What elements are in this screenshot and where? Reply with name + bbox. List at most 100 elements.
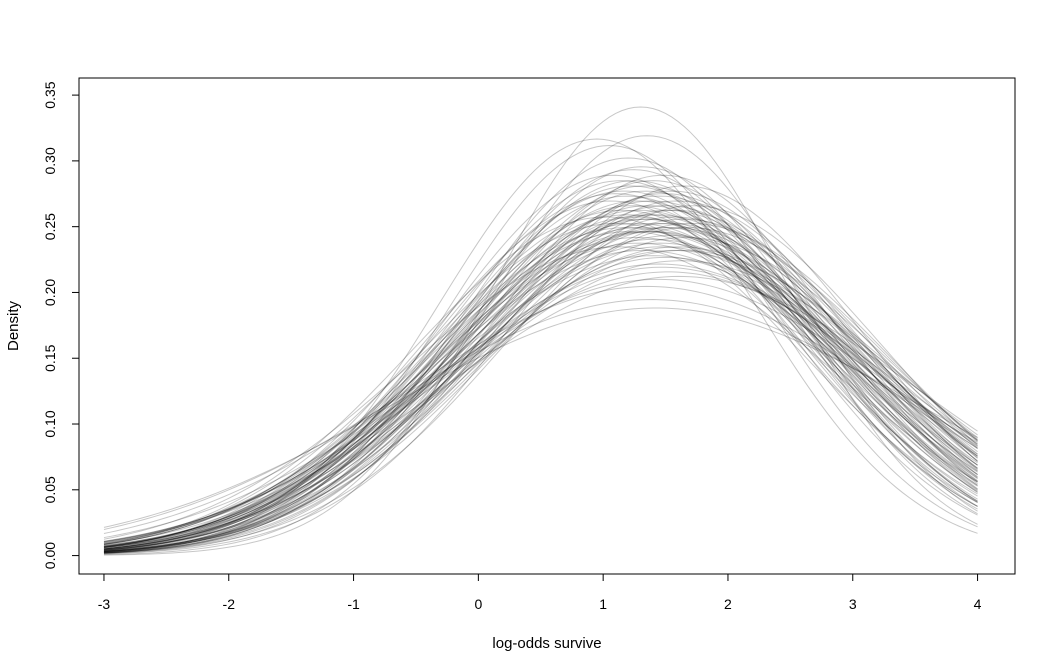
density-curve [103,145,978,554]
density-curve [103,227,978,552]
density-curve [103,169,978,554]
density-curve [103,200,978,554]
x-tick-label: 0 [474,596,482,612]
density-curve [103,205,978,550]
density-curve [103,209,978,552]
density-curve [103,216,978,552]
y-tick-label: 0.15 [42,344,58,371]
density-curve [103,242,978,544]
density-curve [103,285,978,534]
density-curve [103,180,978,554]
y-tick-label: 0.30 [42,147,58,174]
density-curve [103,235,978,550]
density-curve [103,222,978,551]
x-axis: -3 -2 -1 0 1 2 3 4 [98,573,982,612]
density-curve [103,214,978,550]
density-curve [103,278,978,539]
density-curve [103,205,978,553]
plot-box [78,77,1016,575]
density-curve [103,205,978,551]
density-curve [103,275,978,543]
density-curve [103,209,978,548]
density-curve [103,238,978,547]
density-curve [103,195,978,553]
density-curve [103,209,978,553]
density-curve [103,222,978,545]
density-curve [103,299,978,530]
density-curve [103,263,978,543]
y-axis: 0.00 0.05 0.10 0.15 0.20 0.25 0.30 0.35 [42,81,80,569]
density-curve [103,190,978,553]
density-curve [103,227,978,551]
density-curve [103,200,978,551]
density-curve [103,200,978,552]
y-tick-label: 0.35 [42,81,58,108]
density-curve [103,135,978,556]
density-curve [103,106,978,556]
density-curve [103,216,978,549]
density-curve [103,246,978,549]
x-tick-label: 4 [974,596,982,612]
density-curve [103,190,978,551]
density-curve [103,209,978,550]
density-curve [103,255,978,544]
density-curve [103,307,978,528]
density-curve [103,231,978,549]
density-curve [103,222,978,553]
x-tick-label: 2 [724,596,732,612]
density-curve [103,214,978,548]
density-curve [103,195,978,551]
density-curve [103,222,978,550]
y-axis-title: Density [5,300,22,351]
density-curve [103,193,978,550]
density-curve [103,236,978,545]
density-curve [103,260,978,546]
y-tick-label: 0.05 [42,476,58,503]
y-tick-label: 0.25 [42,213,58,240]
density-curve [103,174,978,555]
density-curve [103,166,978,554]
y-tick-label: 0.10 [42,410,58,437]
density-curve [103,249,978,548]
x-tick-label: 3 [849,596,857,612]
density-curve [103,236,978,551]
density-curve [103,218,978,550]
density-curve [103,180,978,552]
density-curve [103,185,978,553]
density-curve [103,218,978,553]
density-curve [103,249,978,547]
density-curve [103,157,978,554]
density-curves [103,106,978,556]
density-curve [103,256,978,545]
density-curve [103,246,978,547]
density-curve [103,227,978,548]
density-curve [103,222,978,548]
x-tick-label: -1 [347,596,360,612]
density-curve [103,200,978,548]
density-curve [103,193,978,554]
density-curve [103,266,978,542]
density-curve [103,214,978,551]
density-curve [103,138,978,554]
density-curve [103,180,978,553]
density-curve [103,231,978,546]
y-tick-label: 0.20 [42,279,58,306]
x-tick-label: -3 [98,596,111,612]
density-curve [103,205,978,554]
density-curve [103,185,978,555]
density-curve [103,242,978,547]
density-curve [103,218,978,549]
density-curve [103,231,978,547]
density-curve [103,227,978,546]
density-curve [103,249,978,544]
y-tick-label: 0.00 [42,542,58,569]
density-curve [103,185,978,552]
x-axis-title: log-odds survive [492,635,601,652]
density-curve [103,271,978,542]
density-curve [103,190,978,554]
density-curve [103,231,978,548]
x-tick-label: 1 [599,596,607,612]
density-curve [103,216,978,545]
density-curve [103,246,978,540]
